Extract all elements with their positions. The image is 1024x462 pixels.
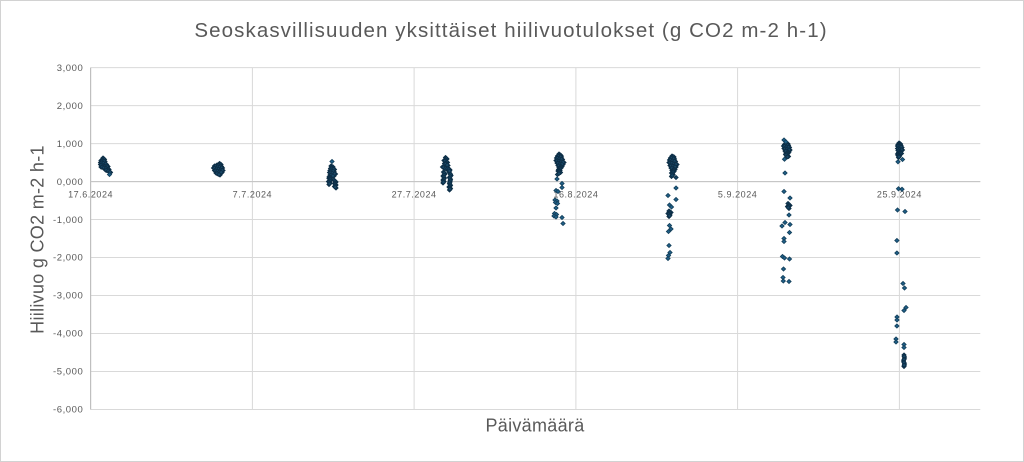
svg-text:Päivämäärä: Päivämäärä xyxy=(485,415,585,435)
svg-text:7.7.2024: 7.7.2024 xyxy=(233,189,272,199)
svg-text:0,000: 0,000 xyxy=(57,177,84,188)
svg-text:Hiilivuo g CO2 m-2 h-1: Hiilivuo g CO2 m-2 h-1 xyxy=(28,145,48,334)
svg-text:17.6.2024: 17.6.2024 xyxy=(68,189,113,199)
svg-text:-5,000: -5,000 xyxy=(53,367,83,378)
svg-text:1,000: 1,000 xyxy=(57,139,84,150)
svg-text:3,000: 3,000 xyxy=(57,63,84,74)
svg-text:5.9.2024: 5.9.2024 xyxy=(718,189,757,199)
svg-text:-4,000: -4,000 xyxy=(53,329,83,340)
svg-text:-3,000: -3,000 xyxy=(53,291,83,302)
svg-text:-6,000: -6,000 xyxy=(53,405,83,416)
svg-text:-2,000: -2,000 xyxy=(53,253,83,264)
svg-text:Seoskasvillisuuden yksittäiset: Seoskasvillisuuden yksittäiset hiilivuot… xyxy=(194,19,827,42)
svg-text:27.7.2024: 27.7.2024 xyxy=(392,189,437,199)
svg-text:16.8.2024: 16.8.2024 xyxy=(553,189,598,199)
svg-text:-1,000: -1,000 xyxy=(53,215,83,226)
svg-text:25.9.2024: 25.9.2024 xyxy=(877,189,922,199)
svg-text:2,000: 2,000 xyxy=(57,101,84,112)
